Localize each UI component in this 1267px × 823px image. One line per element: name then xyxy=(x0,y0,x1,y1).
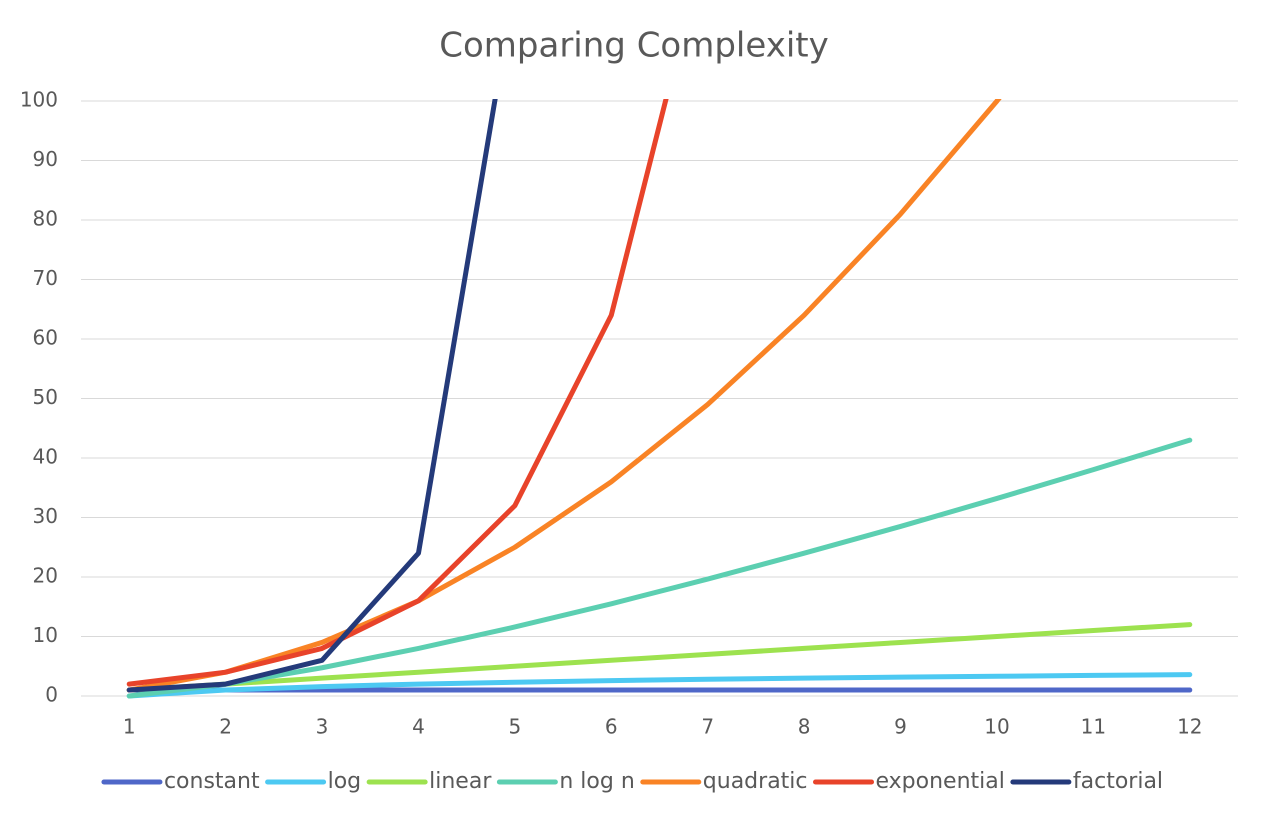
x-tick-label: 3 xyxy=(316,715,329,739)
chart-title: Comparing Complexity xyxy=(439,26,828,66)
x-tick-label: 9 xyxy=(894,715,907,739)
legend: constant log linear n log n quadratic exponen… xyxy=(101,769,1163,794)
y-tick-label: 0 xyxy=(45,683,58,707)
series-line xyxy=(126,672,1193,699)
y-tick-label: 60 xyxy=(33,326,58,350)
legend-label: linear xyxy=(429,769,492,794)
series-line xyxy=(126,622,1193,693)
series-line xyxy=(126,437,1193,699)
x-tick-label: 12 xyxy=(1177,715,1202,739)
y-tick-label: 10 xyxy=(33,623,58,647)
legend-label: constant xyxy=(164,769,260,794)
x-tick-label: 7 xyxy=(701,715,714,739)
y-tick-label: 50 xyxy=(33,385,58,409)
x-tick-label: 5 xyxy=(509,715,522,739)
y-tick-label: 30 xyxy=(33,504,58,528)
legend-label: factorial xyxy=(1073,769,1163,794)
x-tick-label: 11 xyxy=(1081,715,1106,739)
series-line xyxy=(126,99,669,687)
x-tick-label: 8 xyxy=(798,715,811,739)
x-tick-label: 1 xyxy=(123,715,136,739)
y-tick-label: 70 xyxy=(33,266,58,290)
series-line xyxy=(126,99,1002,693)
y-tick-label: 20 xyxy=(33,564,58,588)
legend-label: exponential xyxy=(876,769,1005,794)
y-tick-label: 40 xyxy=(33,445,58,469)
x-tick-label: 10 xyxy=(984,715,1009,739)
legend-label: n log n xyxy=(559,769,634,794)
x-tick-label: 2 xyxy=(219,715,232,739)
y-tick-label: 100 xyxy=(20,88,58,112)
legend-label: quadratic xyxy=(703,769,808,794)
legend-label: log xyxy=(328,769,362,794)
x-tick-label: 6 xyxy=(605,715,618,739)
x-tick-label: 4 xyxy=(412,715,425,739)
y-tick-label: 90 xyxy=(33,147,58,171)
plot-area xyxy=(126,99,1193,823)
y-tick-label: 80 xyxy=(33,207,58,231)
